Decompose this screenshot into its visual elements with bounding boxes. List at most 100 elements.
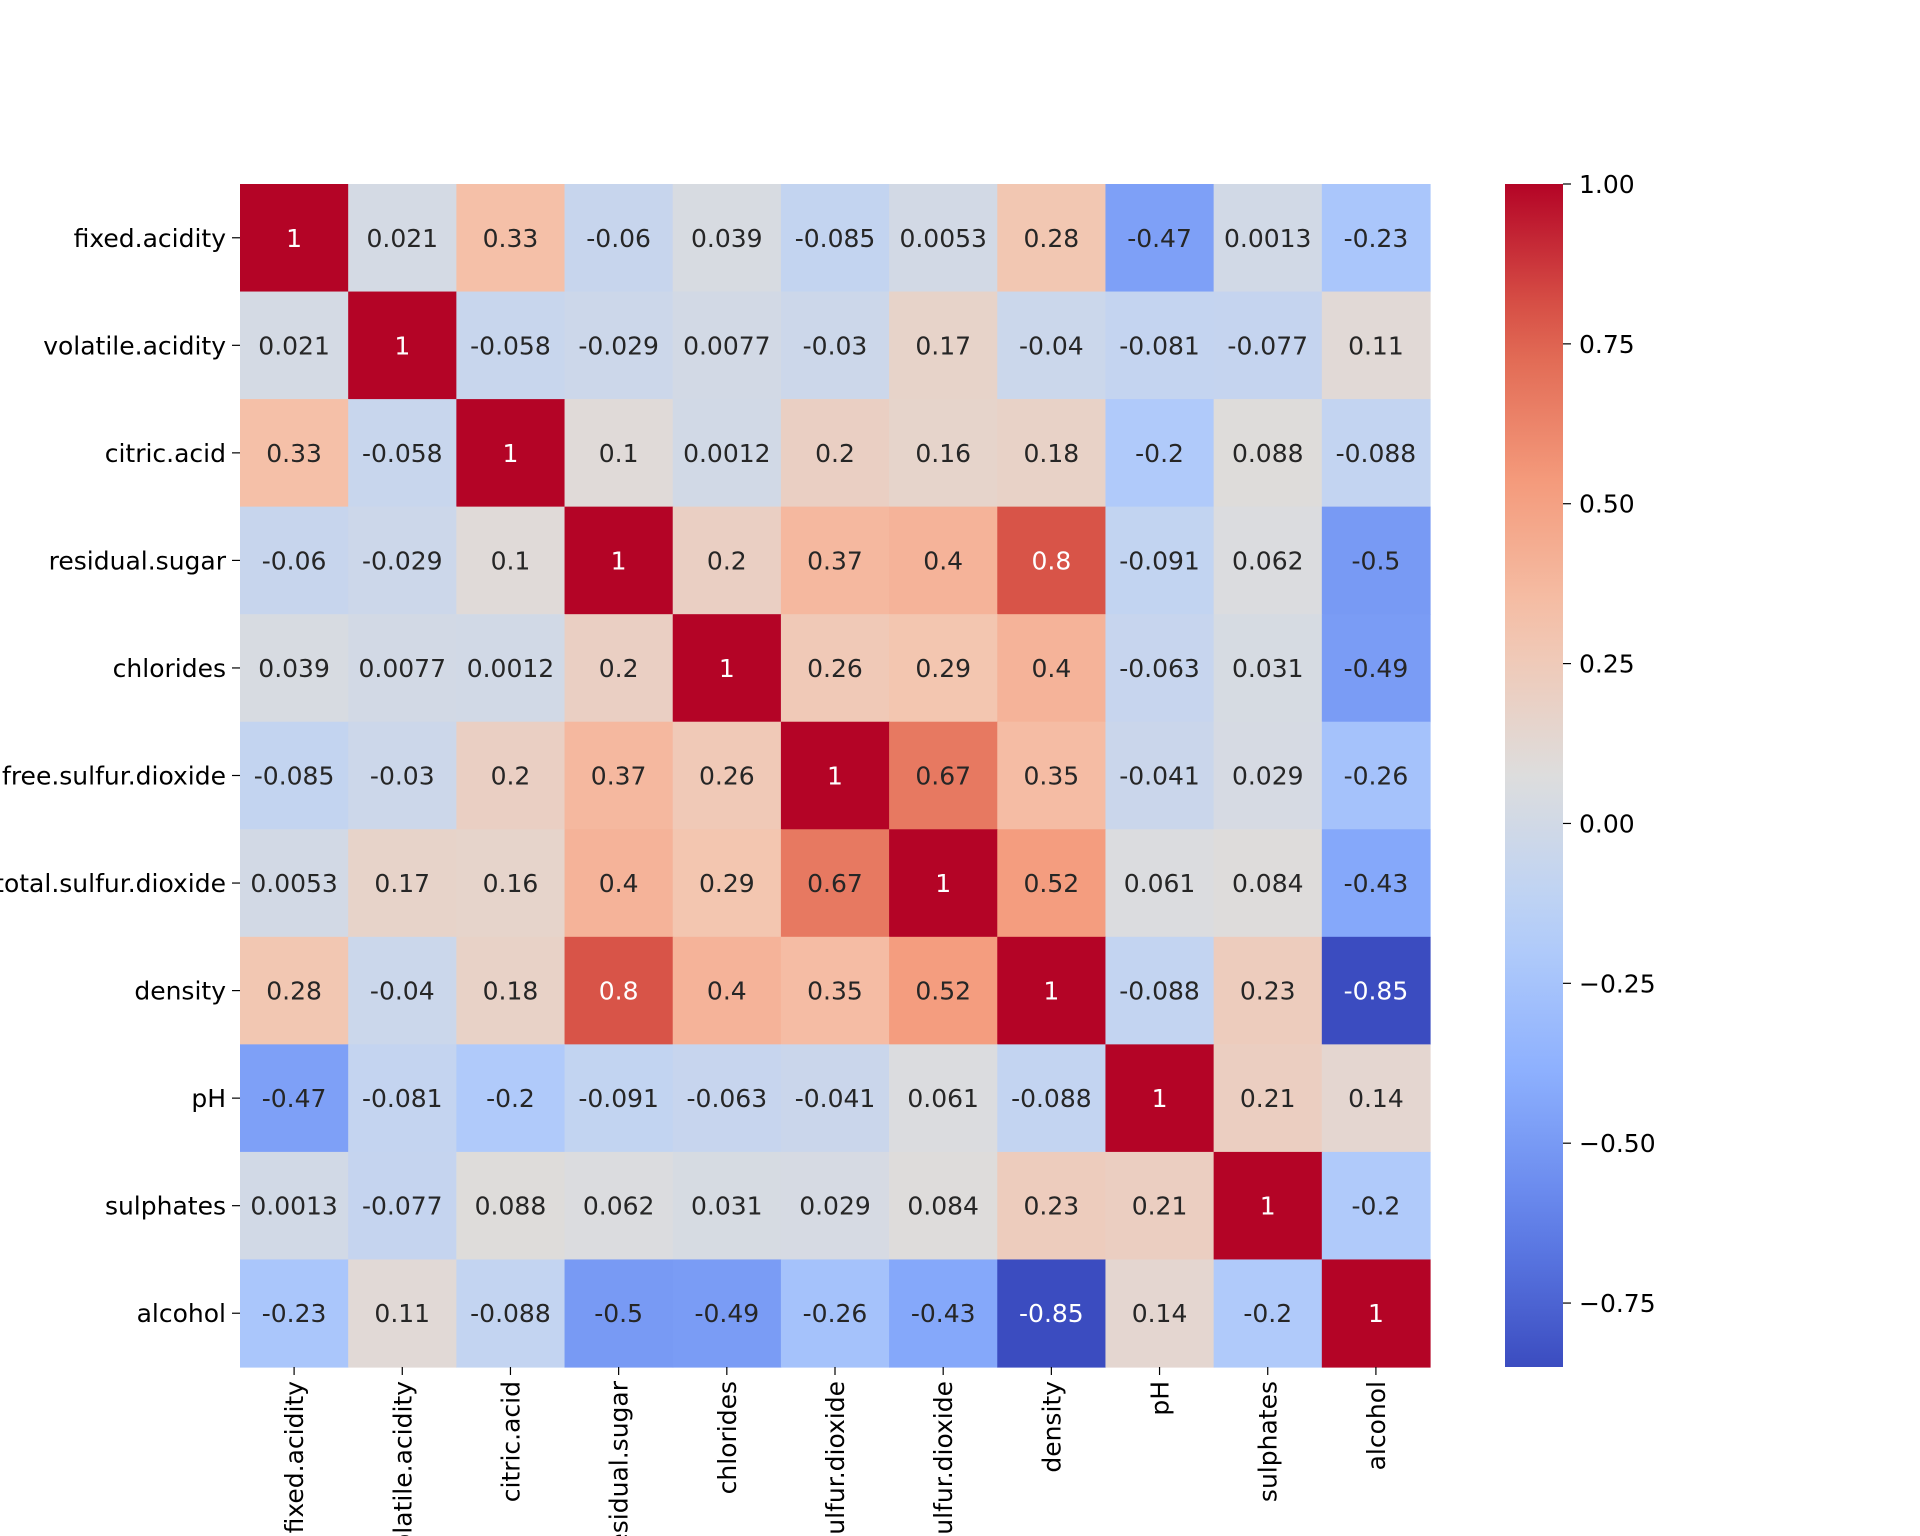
cell-value-label: -0.063 [1119,654,1200,683]
cell-value-label: 0.021 [366,224,438,253]
x-tick-label: residual.sugar [605,1380,634,1536]
cell-value-label: 0.1 [491,546,531,575]
cell-value-label: 0.29 [699,869,755,898]
heatmap-cell [672,1044,782,1153]
cell-value-label: 1 [394,331,410,360]
cell-value-label: 0.061 [1124,869,1196,898]
cell-value-label: 1 [1152,1084,1168,1113]
cell-value-label: 1 [827,762,843,791]
cell-value-label: 0.21 [1132,1192,1188,1221]
cell-value-label: 0.17 [374,869,430,898]
heatmap-cell [672,1151,782,1261]
cell-value-label: 0.084 [907,1192,979,1221]
x-tick-label: pH [1146,1381,1175,1416]
heatmap-cell [997,829,1107,938]
cell-value-label: -0.088 [470,1299,551,1328]
heatmap-cell [889,506,998,615]
cell-value-label: -0.088 [1119,977,1200,1006]
cell-value-label: -0.058 [470,331,551,360]
heatmap-cell [997,1259,1107,1368]
heatmap-cell [1213,506,1323,615]
heatmap-cell [1321,829,1431,938]
heatmap-cell [564,721,674,830]
heatmap-cell [1105,184,1215,293]
cell-value-label: 0.18 [1024,439,1080,468]
cell-value-label: 0.029 [799,1192,871,1221]
y-tick-label: alcohol [137,1299,226,1328]
heatmap-cell [780,829,890,938]
colorbar-tick-label: 0.00 [1579,809,1635,838]
cell-value-label: 0.031 [1232,654,1304,683]
heatmap-cell [564,1259,674,1368]
cell-value-label: -0.47 [262,1084,327,1113]
heatmap-cell [240,936,349,1045]
cell-value-label: 0.35 [807,977,863,1006]
cell-value-label: -0.03 [803,331,868,360]
heatmap-cell [672,614,782,723]
cell-value-label: 0.16 [915,439,971,468]
cell-value-label: 0.0077 [683,331,770,360]
cell-value-label: -0.5 [594,1299,643,1328]
cell-value-label: 0.37 [591,762,647,791]
colorbar: 1.00 0.75 0.50 0.25 0.00 −0.25 −0.50 −0.75 [1505,170,1656,1367]
cell-value-label: 0.4 [923,546,963,575]
heatmap-cell [1105,936,1215,1045]
heatmap-cell [240,1151,349,1261]
heatmap-cell [780,1044,890,1153]
heatmap-cell [240,291,349,400]
heatmap-cell [240,721,349,830]
cell-value-label: 0.29 [915,654,971,683]
cell-value-label: -0.49 [694,1299,759,1328]
heatmap-cell [997,1151,1107,1261]
heatmap-cell [1321,1259,1431,1368]
cell-value-label: -0.077 [362,1192,443,1221]
heatmap-cell [1213,614,1323,723]
heatmap-cell [1321,506,1431,615]
cell-value-label: -0.49 [1344,654,1409,683]
heatmap-cell [1105,1151,1215,1261]
cell-value-label: 0.4 [1031,654,1071,683]
colorbar-tick-label: −0.50 [1579,1129,1656,1158]
cell-value-label: 0.2 [491,762,531,791]
x-tick-label: sulphates [1254,1381,1283,1502]
heatmap-cell [240,829,349,938]
heatmap-cell [456,399,566,508]
heatmap-cell [1213,1151,1323,1261]
cell-value-label: 0.084 [1232,869,1304,898]
heatmap-cell [997,721,1107,830]
heatmap-cell [564,184,674,293]
heatmap-cell [348,1259,457,1368]
heatmap-cell [456,506,566,615]
y-tick-label: free.sulfur.dioxide [2,762,226,791]
cell-value-label: 0.23 [1024,1192,1080,1221]
cell-value-label: 0.14 [1132,1299,1188,1328]
cell-value-label: 0.33 [266,439,322,468]
heatmap-cell [348,936,457,1045]
heatmap-cell [1321,614,1431,723]
heatmap-cell [997,614,1107,723]
heatmap-cell [564,1151,674,1261]
cell-value-label: -0.081 [362,1084,443,1113]
heatmap-cell [456,1151,566,1261]
x-tick-label: alcohol [1362,1381,1391,1470]
heatmap-cells: 1 0.021 0.33 -0.06 0.039 -0.085 0.0053 0.28 -0.4… [240,184,1431,1368]
cell-value-label: -0.06 [262,546,327,575]
x-tick-label: chlorides [713,1381,742,1494]
cell-value-label: 0.062 [583,1192,655,1221]
cell-value-label: 0.021 [258,331,330,360]
heatmap-cell [240,399,349,508]
heatmap-cell [889,614,998,723]
heatmap-cell [997,1044,1107,1153]
colorbar-tick-label: 0.50 [1579,490,1635,519]
x-axis-ticks: fixed.acidity volatile.acidity citric.acid… [280,1367,1391,1536]
cell-value-label: 0.33 [483,224,539,253]
heatmap-cell [780,936,890,1045]
x-tick-label: volatile.acidity [388,1381,417,1536]
heatmap-cell [1321,936,1431,1045]
heatmap-cell [997,506,1107,615]
cell-value-label: -0.088 [1336,439,1417,468]
heatmap-cell [348,721,457,830]
cell-value-label: -0.04 [370,977,435,1006]
heatmap-cell [1213,936,1323,1045]
heatmap-cell [1321,184,1431,293]
